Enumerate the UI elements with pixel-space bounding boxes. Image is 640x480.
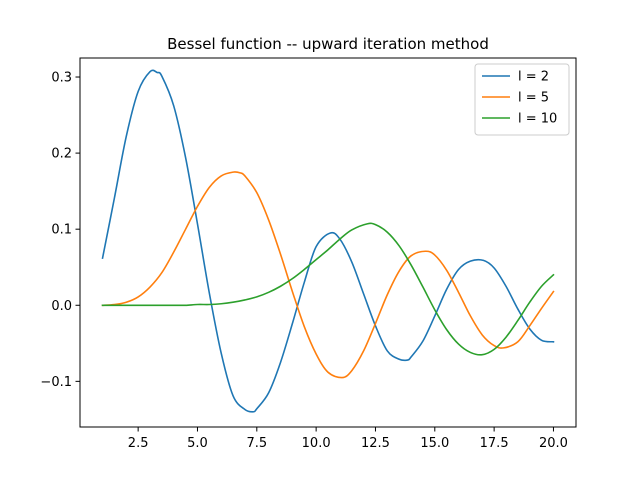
legend-label-3: l = 10	[518, 112, 557, 127]
axes: 2.5 5.0 7.5 10.0 12.5 15.0 17.5 20.0 −0.1 0.0 0.1 0…	[40, 57, 577, 451]
x-tick-label: 12.5	[361, 436, 390, 451]
y-tick-label: 0.0	[51, 299, 72, 314]
series-line-2	[101, 171, 555, 379]
x-tick-label: 15.0	[420, 436, 449, 451]
x-tick-label: 17.5	[480, 436, 509, 451]
x-tick-label: 5.0	[187, 436, 208, 451]
y-tick-label: 0.2	[51, 147, 72, 162]
series-line-1	[101, 69, 555, 413]
x-tick-label: 7.5	[246, 436, 267, 451]
axes-frame	[79, 57, 577, 428]
y-tick-label: −0.1	[40, 375, 72, 390]
x-tick-label: 10.0	[302, 436, 331, 451]
y-tick-label: 0.3	[51, 71, 72, 86]
legend: l = 2 l = 5 l = 10	[474, 63, 570, 136]
plot-area	[101, 69, 555, 413]
chart-title: Bessel function -- upward iteration meth…	[167, 35, 489, 53]
y-tick-label: 0.1	[51, 223, 72, 238]
series-line-3	[101, 222, 555, 356]
x-tick-label: 2.5	[128, 436, 149, 451]
legend-label-1: l = 2	[518, 70, 549, 85]
legend-label-2: l = 5	[518, 91, 549, 106]
x-tick-label: 20.0	[539, 436, 568, 451]
